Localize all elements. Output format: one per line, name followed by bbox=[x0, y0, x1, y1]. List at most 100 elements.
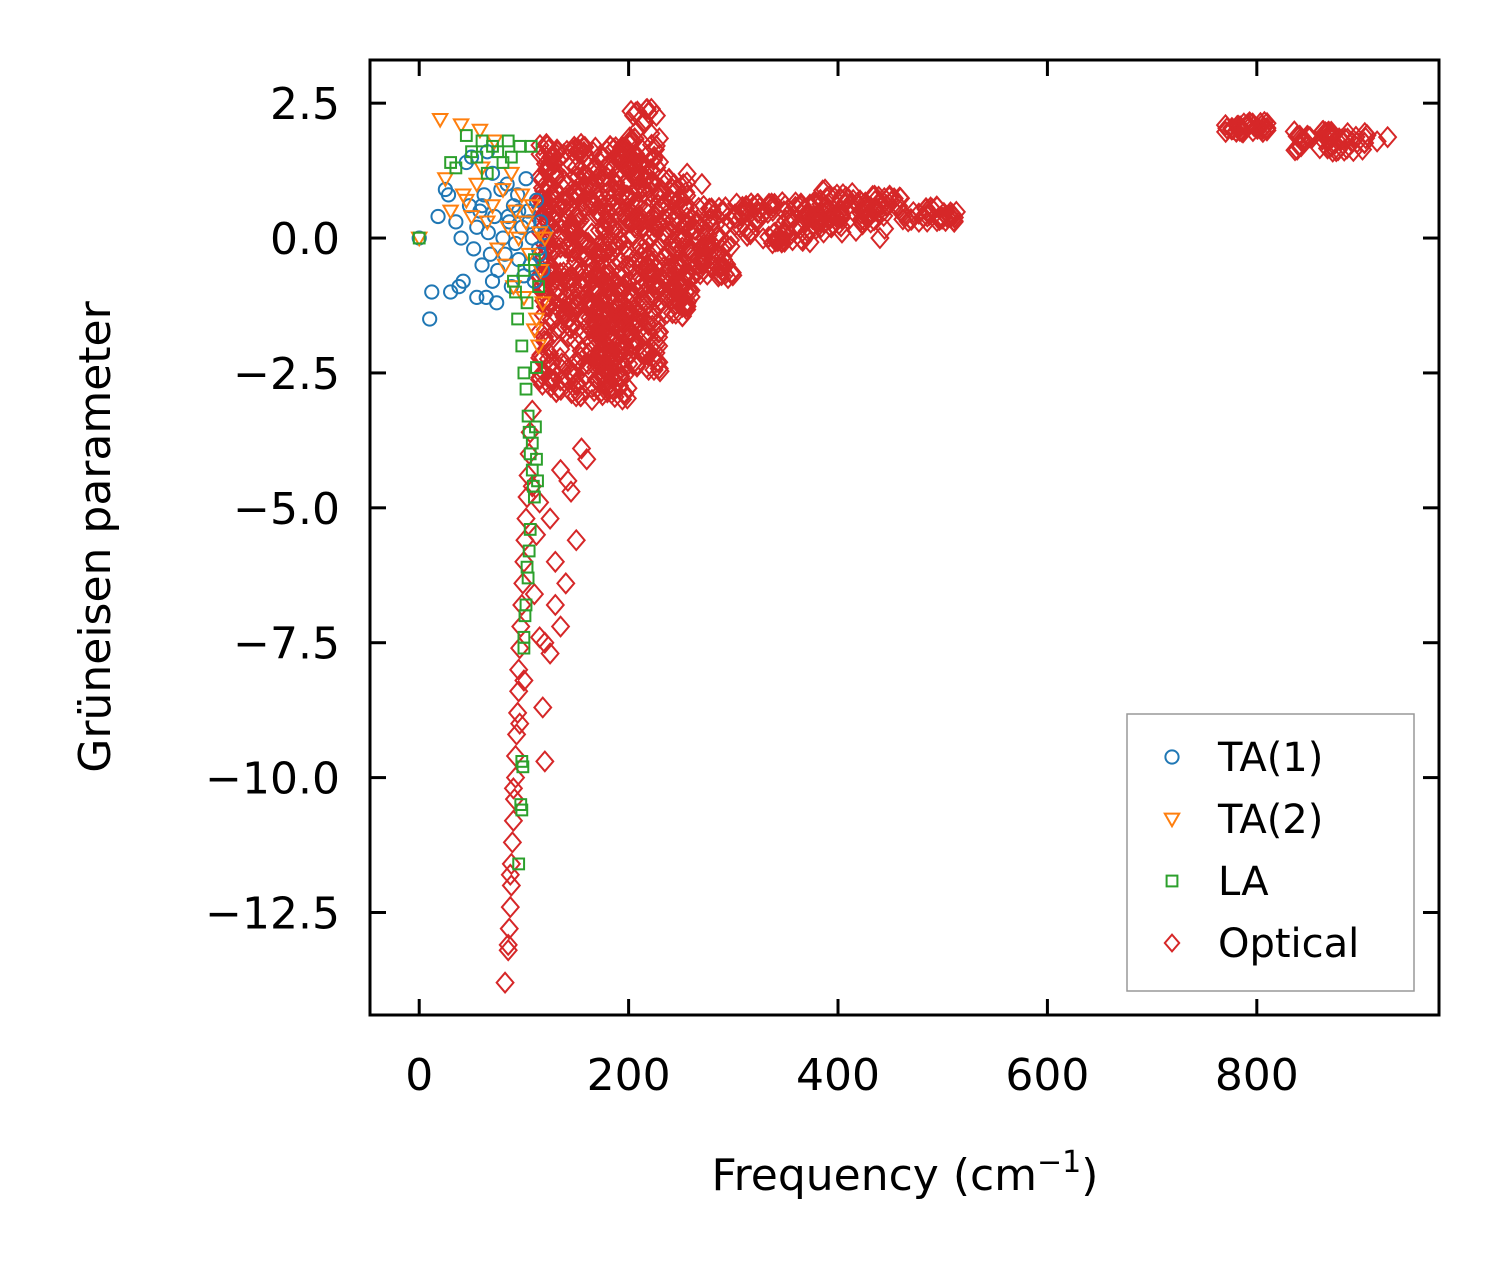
legend-label-optical: Optical bbox=[1218, 921, 1359, 967]
optical-point bbox=[940, 204, 960, 227]
optical-point bbox=[632, 138, 653, 162]
optical-point bbox=[516, 507, 536, 530]
la-point bbox=[515, 339, 529, 353]
optical-point bbox=[531, 190, 552, 213]
optical-point bbox=[595, 353, 616, 377]
optical-point bbox=[563, 273, 583, 296]
ta-1-point bbox=[474, 257, 490, 273]
optical-point bbox=[792, 229, 813, 252]
optical-point bbox=[914, 205, 934, 229]
la-point bbox=[522, 544, 536, 558]
ta-1-point bbox=[469, 289, 485, 306]
ta-2-point bbox=[509, 231, 528, 248]
y-axis-label: Grüneisen parameter bbox=[70, 300, 121, 772]
optical-point bbox=[498, 933, 518, 957]
optical-point bbox=[775, 218, 796, 241]
optical-point bbox=[589, 219, 610, 242]
ta-2-point bbox=[499, 220, 518, 237]
optical-point bbox=[508, 679, 529, 703]
la-point bbox=[512, 857, 526, 871]
optical-point bbox=[701, 198, 722, 221]
x-axis-ticks: 0 200 400 600 800 bbox=[405, 60, 1299, 1101]
ta-1-point bbox=[476, 187, 492, 203]
optical-point bbox=[765, 221, 785, 244]
x-tick-label: 200 bbox=[587, 1050, 671, 1101]
optical-point bbox=[556, 572, 576, 595]
optical-point bbox=[629, 295, 650, 319]
optical-point bbox=[582, 177, 602, 201]
optical-point bbox=[604, 290, 625, 314]
optical-point bbox=[649, 320, 670, 344]
ta-1-point bbox=[489, 295, 505, 311]
legend-frame bbox=[1126, 713, 1415, 992]
optical-point bbox=[628, 118, 648, 141]
optical-point bbox=[884, 187, 904, 210]
optical-point bbox=[653, 210, 673, 233]
optical-point bbox=[1337, 137, 1357, 160]
optical-point bbox=[785, 191, 806, 214]
optical-point bbox=[774, 199, 794, 223]
optical-point bbox=[664, 294, 685, 317]
optical-point bbox=[662, 275, 682, 298]
la-point bbox=[511, 312, 525, 326]
ta-2-point bbox=[431, 112, 450, 129]
optical-point bbox=[660, 252, 681, 275]
optical-point bbox=[655, 224, 675, 248]
optical-point bbox=[808, 211, 828, 235]
x-tick-label: 800 bbox=[1215, 1050, 1299, 1101]
optical-point bbox=[927, 195, 947, 219]
optical-point bbox=[749, 196, 770, 220]
optical-point bbox=[864, 208, 884, 232]
optical-point bbox=[624, 351, 644, 375]
optical-point bbox=[501, 852, 522, 876]
optical-point bbox=[1352, 138, 1373, 161]
optical-point bbox=[605, 180, 626, 204]
optical-point bbox=[873, 204, 894, 228]
optical-point bbox=[741, 220, 761, 243]
optical-point bbox=[529, 491, 550, 514]
optical-point bbox=[903, 200, 924, 224]
x-axis-label: Frequency (cm−1) bbox=[712, 1145, 1099, 1201]
la-point bbox=[521, 409, 535, 423]
optical-point bbox=[732, 205, 752, 228]
ta-2-point bbox=[441, 204, 460, 221]
la-point bbox=[449, 161, 463, 175]
optical-point bbox=[721, 261, 741, 285]
la-point bbox=[523, 523, 537, 536]
ta-1-point bbox=[484, 273, 501, 289]
optical-point bbox=[618, 227, 639, 250]
optical-point bbox=[535, 362, 555, 385]
optical-point bbox=[580, 311, 600, 335]
optical-point bbox=[595, 341, 616, 365]
optical-point bbox=[919, 201, 940, 224]
optical-point bbox=[561, 231, 581, 254]
optical-point bbox=[1254, 110, 1275, 134]
la-point bbox=[527, 253, 541, 267]
la-point bbox=[529, 420, 542, 434]
legend: TA(1) TA(2) LA Optical bbox=[1126, 713, 1415, 992]
y-axis-ticks: 2.5 0.0 −2.5 −5.0 −7.5 −10.0 −12.5 bbox=[205, 79, 1439, 939]
optical-point bbox=[549, 225, 569, 248]
optical-point bbox=[550, 261, 570, 285]
optical-point bbox=[653, 298, 673, 322]
optical-point bbox=[1377, 125, 1398, 149]
la-point bbox=[530, 361, 543, 374]
optical-point bbox=[501, 874, 522, 897]
la-point bbox=[516, 760, 530, 774]
optical-point bbox=[602, 377, 623, 401]
optical-point bbox=[682, 208, 702, 231]
optical-point bbox=[621, 155, 642, 178]
optical-point bbox=[512, 593, 532, 617]
y-tick-label: 0.0 bbox=[270, 214, 340, 265]
optical-point bbox=[592, 353, 612, 377]
la-point bbox=[520, 296, 534, 310]
optical-point bbox=[725, 203, 745, 226]
ta-1-point bbox=[463, 149, 480, 165]
optical-point bbox=[851, 201, 871, 225]
optical-point bbox=[577, 447, 597, 471]
optical-point bbox=[1312, 119, 1333, 143]
optical-point bbox=[570, 141, 591, 164]
optical-point bbox=[865, 199, 885, 223]
optical-point bbox=[553, 142, 574, 166]
optical-point bbox=[654, 268, 674, 291]
